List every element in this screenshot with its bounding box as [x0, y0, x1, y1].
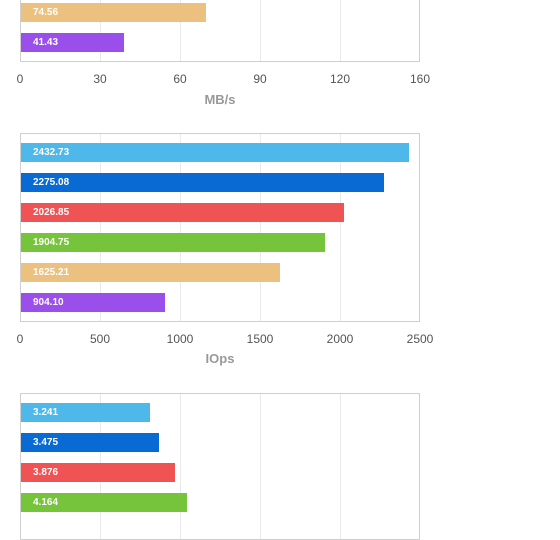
gridline: [340, 394, 341, 539]
chart-2-plot-area: [20, 133, 420, 322]
bar-value-label: 3.475: [33, 437, 59, 448]
gridline: [340, 134, 341, 321]
bar: 41.43: [21, 33, 124, 52]
x-tick-label: 2500: [406, 332, 434, 346]
gridline: [260, 394, 261, 539]
bar: 4.164: [21, 493, 187, 512]
bar-value-label: 4.164: [33, 497, 59, 508]
bar: 2275.08: [21, 173, 384, 192]
bar-value-label: 74.56: [33, 7, 59, 18]
gridline: [260, 0, 261, 61]
bar-value-label: 41.43: [33, 37, 59, 48]
gridline: [180, 394, 181, 539]
bar: 2026.85: [21, 203, 345, 222]
bar: 1625.21: [21, 263, 281, 282]
bar-value-label: 2275.08: [33, 177, 70, 188]
bar: 1904.75: [21, 233, 325, 252]
x-tick-label: 2000: [326, 332, 354, 346]
bar: 3.876: [21, 463, 176, 482]
x-tick-label: 500: [89, 332, 111, 346]
x-tick-label: 90: [253, 72, 267, 86]
bar: 3.475: [21, 433, 159, 452]
bar-value-label: 904.10: [33, 297, 64, 308]
x-tick-label: 1500: [246, 332, 274, 346]
bar: 3.241: [21, 403, 150, 422]
bar-value-label: 2026.85: [33, 207, 70, 218]
bar: 74.56: [21, 3, 207, 22]
gridline: [100, 134, 101, 321]
x-tick-label: 30: [93, 72, 107, 86]
gridline: [260, 134, 261, 321]
x-tick-label: 0: [16, 332, 24, 346]
x-tick-label: 0: [16, 72, 24, 86]
gridline: [180, 0, 181, 61]
x-tick-label: 120: [329, 72, 351, 86]
gridline: [340, 0, 341, 61]
x-tick-label: 1000: [166, 332, 194, 346]
bar-value-label: 2432.73: [33, 147, 70, 158]
gridline: [180, 134, 181, 321]
bar: 2432.73: [21, 143, 410, 162]
bar-value-label: 3.241: [33, 407, 59, 418]
bar-value-label: 3.876: [33, 467, 59, 478]
x-tick-label: 60: [173, 72, 187, 86]
bar-value-label: 1625.21: [33, 267, 70, 278]
x-tick-label: 160: [409, 72, 431, 86]
gridline: [100, 0, 101, 61]
x-axis-title: IOps: [205, 351, 235, 366]
bar: 904.10: [21, 293, 165, 312]
bar-value-label: 1904.75: [33, 237, 70, 248]
x-axis-title: MB/s: [204, 92, 236, 107]
